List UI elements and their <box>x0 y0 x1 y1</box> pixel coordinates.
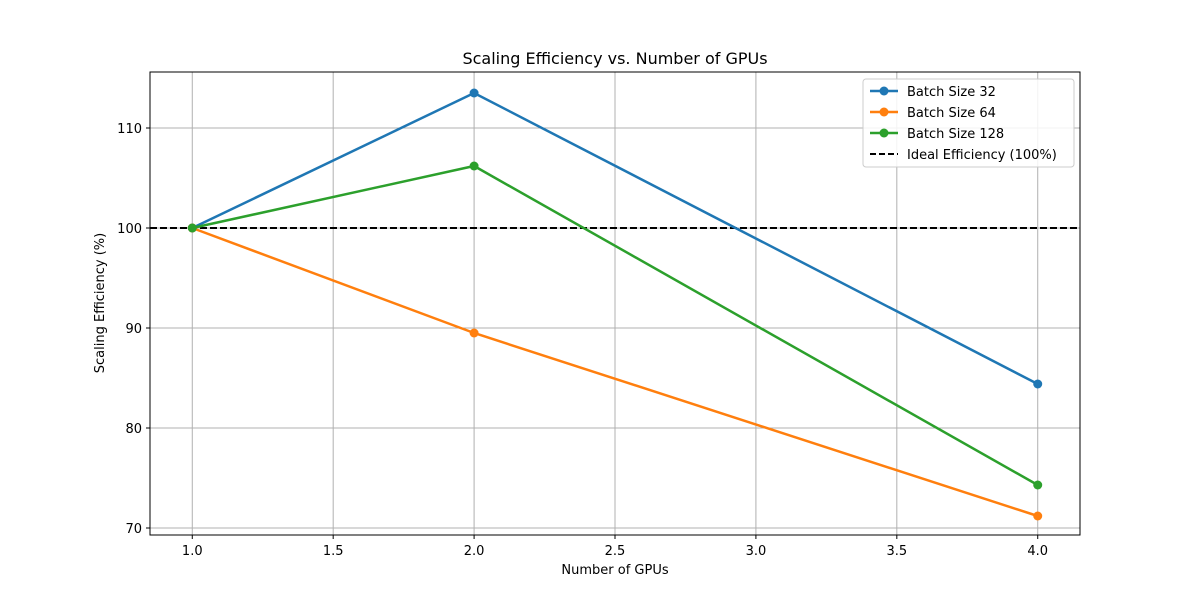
legend-marker <box>879 128 889 138</box>
x-tick-label: 2.5 <box>605 544 626 559</box>
data-point <box>469 161 479 171</box>
y-axis-label: Scaling Efficiency (%) <box>93 233 108 373</box>
y-tick-label: 70 <box>125 522 142 537</box>
y-tick-label: 110 <box>117 122 142 137</box>
legend-item: Batch Size 64 <box>870 106 996 121</box>
legend-item: Batch Size 32 <box>870 85 996 100</box>
legend-label: Batch Size 128 <box>907 127 1004 142</box>
y-tick-label: 80 <box>125 422 142 437</box>
x-tick-label: 3.0 <box>746 544 767 559</box>
legend-marker <box>879 107 889 117</box>
legend-item: Batch Size 128 <box>870 127 1004 142</box>
legend-item: Ideal Efficiency (100%) <box>870 148 1057 163</box>
x-tick-label: 2.0 <box>464 544 485 559</box>
x-tick-label: 4.0 <box>1027 544 1048 559</box>
y-axis-ticks: 70 80 90 100 110 <box>117 122 150 537</box>
data-point <box>1033 480 1043 490</box>
legend-marker <box>879 86 889 96</box>
legend-label: Ideal Efficiency (100%) <box>907 148 1057 163</box>
x-axis-ticks: 1.0 1.5 2.0 2.5 3.0 3.5 4.0 <box>182 535 1048 559</box>
data-point <box>1033 511 1043 521</box>
x-tick-label: 1.5 <box>323 544 344 559</box>
series-group <box>187 88 1043 521</box>
legend-label: Batch Size 32 <box>907 85 996 100</box>
x-axis-label: Number of GPUs <box>561 563 668 578</box>
data-point <box>469 88 479 98</box>
data-point <box>1033 379 1043 389</box>
y-tick-label: 100 <box>117 222 142 237</box>
series-3 <box>187 161 1043 490</box>
legend-box <box>862 78 1075 168</box>
legend: Batch Size 32 Batch Size 64 Batch Size 128… <box>862 78 1075 168</box>
data-point <box>469 328 479 338</box>
chart-title: Scaling Efficiency vs. Number of GPUs <box>462 49 767 68</box>
x-tick-label: 1.0 <box>182 544 203 559</box>
x-tick-label: 3.5 <box>886 544 907 559</box>
y-tick-label: 90 <box>125 322 142 337</box>
data-point <box>187 223 197 233</box>
legend-label: Batch Size 64 <box>907 106 996 121</box>
